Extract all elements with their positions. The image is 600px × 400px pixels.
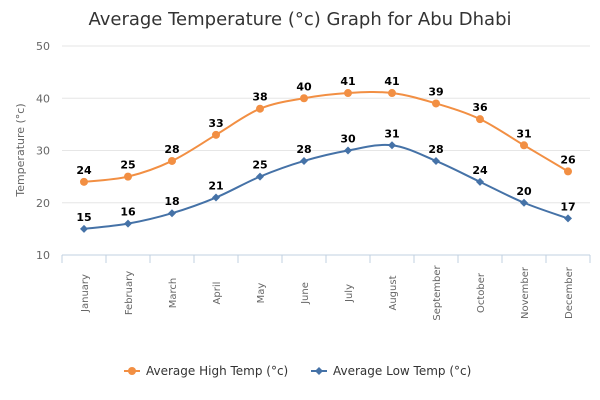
gridlines: [62, 45, 590, 204]
data-point: [168, 209, 176, 218]
data-point: [124, 172, 132, 181]
data-label: 31: [516, 127, 531, 140]
legend-item-label[interactable]: Average High Temp (°c): [146, 364, 288, 378]
data-label: 33: [208, 117, 223, 130]
data-point: [432, 99, 440, 108]
x-tick-label: November: [520, 266, 531, 319]
data-label: 20: [516, 185, 532, 198]
legend: Average High Temp (°c) Average Low Temp (…: [124, 364, 471, 378]
data-point: [256, 104, 264, 113]
data-point: [300, 156, 308, 165]
series-layer: [80, 89, 572, 233]
data-point: [124, 219, 132, 228]
data-label: 30: [340, 133, 356, 146]
data-label: 25: [120, 159, 135, 172]
data-point: [520, 141, 528, 150]
data-label: 26: [560, 153, 576, 166]
data-point: [212, 193, 220, 202]
x-tick-label: September: [432, 264, 443, 320]
data-point: [388, 89, 396, 98]
x-tick-label: February: [124, 271, 135, 315]
y-tick-label: 20: [36, 197, 50, 210]
y-tick-label: 10: [36, 249, 50, 262]
y-axis-label: Temperature (°c): [14, 103, 27, 197]
data-label: 17: [560, 200, 575, 213]
x-tick-label: March: [168, 278, 179, 308]
x-tick-label: July: [344, 284, 355, 303]
data-point: [476, 177, 484, 186]
data-label: 40: [296, 80, 312, 93]
data-point: [344, 146, 352, 155]
data-label: 41: [384, 75, 399, 88]
data-point: [256, 172, 264, 181]
data-label: 24: [76, 164, 92, 177]
series-line-2: [83, 143, 569, 230]
data-point: [432, 156, 440, 165]
x-tick-label: May: [256, 283, 267, 304]
data-label: 15: [76, 211, 91, 224]
legend-marker: [128, 367, 136, 375]
x-tick-label: December: [564, 266, 575, 319]
x-tick-label: October: [476, 272, 487, 313]
data-point: [80, 224, 88, 233]
data-point: [80, 177, 88, 186]
chart-title: Average Temperature (°c) Graph for Abu D…: [88, 9, 511, 30]
data-point: [212, 130, 220, 139]
data-label: 36: [472, 101, 488, 114]
x-tick-label: June: [300, 282, 311, 305]
data-label: 25: [252, 159, 267, 172]
y-tick-label: 50: [36, 40, 50, 53]
data-labels: 24 25 28 33 38 40 41 41 39 36 31 26 15 16 18 21 25 28 30 31…: [76, 75, 576, 224]
legend-item-label[interactable]: Average Low Temp (°c): [333, 364, 471, 378]
data-label: 28: [428, 143, 443, 156]
data-point: [476, 115, 484, 124]
data-point: [520, 198, 528, 207]
data-point: [564, 167, 572, 176]
x-tick-label: April: [212, 282, 223, 305]
data-label: 21: [208, 180, 223, 193]
x-axis: January February March April May June July Augu…: [61, 254, 591, 321]
data-point: [344, 89, 352, 98]
data-label: 38: [252, 91, 267, 104]
data-label: 24: [472, 164, 488, 177]
data-label: 31: [384, 127, 399, 140]
data-point: [300, 94, 308, 103]
legend-marker: [315, 367, 323, 375]
data-label: 41: [340, 75, 355, 88]
y-tick-label: 30: [36, 145, 50, 158]
data-label: 39: [428, 85, 443, 98]
data-label: 28: [164, 143, 179, 156]
data-label: 16: [120, 206, 136, 219]
y-tick-label: 40: [36, 92, 50, 105]
x-tick-label: January: [80, 274, 91, 313]
y-axis-ticks: 10 20 30 40 50: [36, 40, 50, 262]
series-line-1: [83, 91, 569, 183]
data-point: [388, 141, 396, 150]
data-label: 18: [164, 195, 179, 208]
x-tick-label: August: [388, 275, 399, 310]
data-point: [168, 156, 176, 165]
data-label: 28: [296, 143, 311, 156]
data-point: [564, 214, 572, 223]
